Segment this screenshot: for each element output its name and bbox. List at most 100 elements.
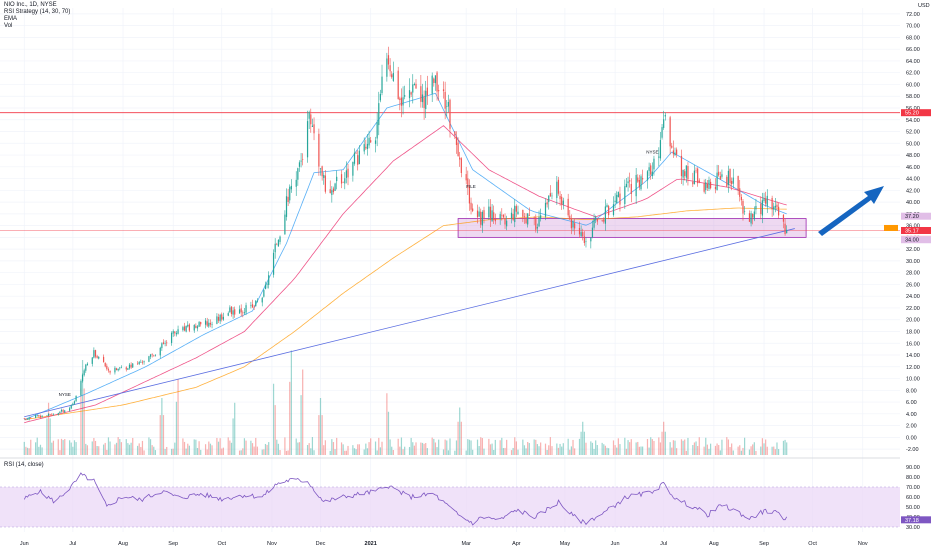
candle-body	[556, 181, 558, 198]
volume-bar	[70, 442, 72, 455]
volume-bar	[125, 439, 127, 455]
candle-body	[512, 213, 514, 221]
candle-body	[436, 72, 438, 92]
volume-bar	[695, 441, 697, 455]
candle-body	[285, 196, 288, 217]
volume-bar	[250, 440, 252, 455]
volume-bar	[481, 438, 483, 455]
price-tick-label: 32.00	[906, 247, 920, 253]
candle-body	[719, 176, 721, 180]
volume-bar	[760, 446, 762, 455]
candle-body	[617, 191, 619, 198]
candle-body	[72, 403, 74, 406]
volume-bar	[217, 441, 220, 455]
volume-bar	[324, 440, 326, 455]
candle-body	[185, 325, 187, 332]
annotation-label: FILE	[466, 184, 476, 189]
price-tick-label: 72.00	[906, 12, 920, 18]
volume-bar	[423, 443, 425, 455]
price-tick-label: 26.00	[906, 282, 920, 288]
candle-body	[685, 165, 687, 178]
candle-body	[740, 196, 742, 201]
volume-bar	[460, 421, 462, 455]
volume-bar	[426, 448, 428, 455]
price-tick-label: 70.00	[906, 24, 920, 30]
candle-body	[47, 413, 50, 416]
volume-bar	[255, 437, 257, 455]
trendline	[24, 228, 795, 418]
volume-bar	[413, 445, 415, 455]
volume-bar	[28, 448, 30, 455]
volume-bar	[761, 438, 764, 455]
volume-bar	[358, 444, 360, 455]
legend-symbol[interactable]: NIO Inc., 1D, NYSE	[4, 2, 57, 8]
volume-bar	[580, 431, 582, 455]
candle-body	[408, 90, 411, 99]
legend-strategy[interactable]: RSI Strategy (14, 30, 70)	[4, 9, 71, 15]
candle-body	[658, 156, 660, 158]
candle-body	[164, 343, 166, 344]
volume-bar	[177, 379, 179, 455]
candle-body	[616, 194, 618, 204]
candle-body	[648, 167, 650, 171]
candle-body	[612, 204, 615, 216]
candle-body	[251, 304, 254, 308]
time-tick-label: Jul	[660, 541, 667, 547]
candle-body	[170, 332, 173, 343]
price-tick-label: 66.00	[906, 47, 920, 53]
candle-body	[392, 73, 394, 81]
candle-body	[117, 368, 119, 371]
legend-vol[interactable]: Vol	[4, 23, 13, 29]
volume-bar	[585, 442, 587, 455]
candle-body	[472, 208, 474, 212]
candle-body	[59, 411, 61, 414]
volume-bar	[357, 444, 359, 455]
volume-bar	[35, 442, 37, 455]
volume-bar	[342, 444, 344, 455]
volume-bar	[41, 447, 43, 455]
volume-bar	[674, 440, 676, 455]
candle-body	[318, 133, 320, 167]
volume-bar	[693, 442, 696, 455]
candle-body	[209, 322, 212, 325]
volume-bar	[313, 450, 315, 455]
volume-bar	[705, 437, 707, 455]
volume-bar	[515, 441, 517, 455]
legend-ema[interactable]: EMA	[4, 16, 18, 22]
rsi-tick-label: 70.00	[906, 485, 920, 491]
volume-bar	[230, 442, 233, 455]
volume-bar	[204, 444, 207, 455]
volume-bar	[162, 415, 165, 455]
volume-bar	[23, 441, 25, 455]
candle-body	[489, 206, 492, 220]
volume-bar	[512, 447, 514, 455]
volume-bar	[664, 431, 666, 455]
zone-top-tag-bg	[901, 212, 931, 220]
volume-bar	[617, 438, 619, 455]
candle-body	[619, 193, 621, 205]
candle-body	[297, 168, 299, 180]
volume-bar	[663, 421, 665, 455]
candle-body	[752, 213, 754, 218]
candle-body	[153, 355, 155, 357]
time-tick-label: Apr	[512, 541, 521, 547]
ema-lines	[24, 92, 787, 424]
volume-bar	[651, 439, 653, 455]
last-price-tag: 35.17	[905, 229, 919, 235]
volume-bar	[714, 445, 717, 455]
candle-body	[114, 367, 116, 373]
volume-bar	[637, 441, 639, 455]
candle-body	[525, 218, 527, 224]
price-tick-label: 68.00	[906, 35, 920, 41]
price-axis: -2.00 0.00 2.00 4.00 6.00 8.00 10.00 12.00 14.00…	[906, 12, 920, 453]
volume-bar	[438, 439, 440, 455]
candle-body	[646, 171, 649, 181]
candle-body	[753, 211, 755, 220]
volume-bar	[170, 448, 173, 455]
rsi-tick-label: 30.00	[906, 525, 920, 531]
candle-body	[324, 175, 326, 192]
volume-bar	[30, 439, 32, 455]
candle-body	[786, 229, 788, 234]
candle-body	[774, 205, 776, 208]
